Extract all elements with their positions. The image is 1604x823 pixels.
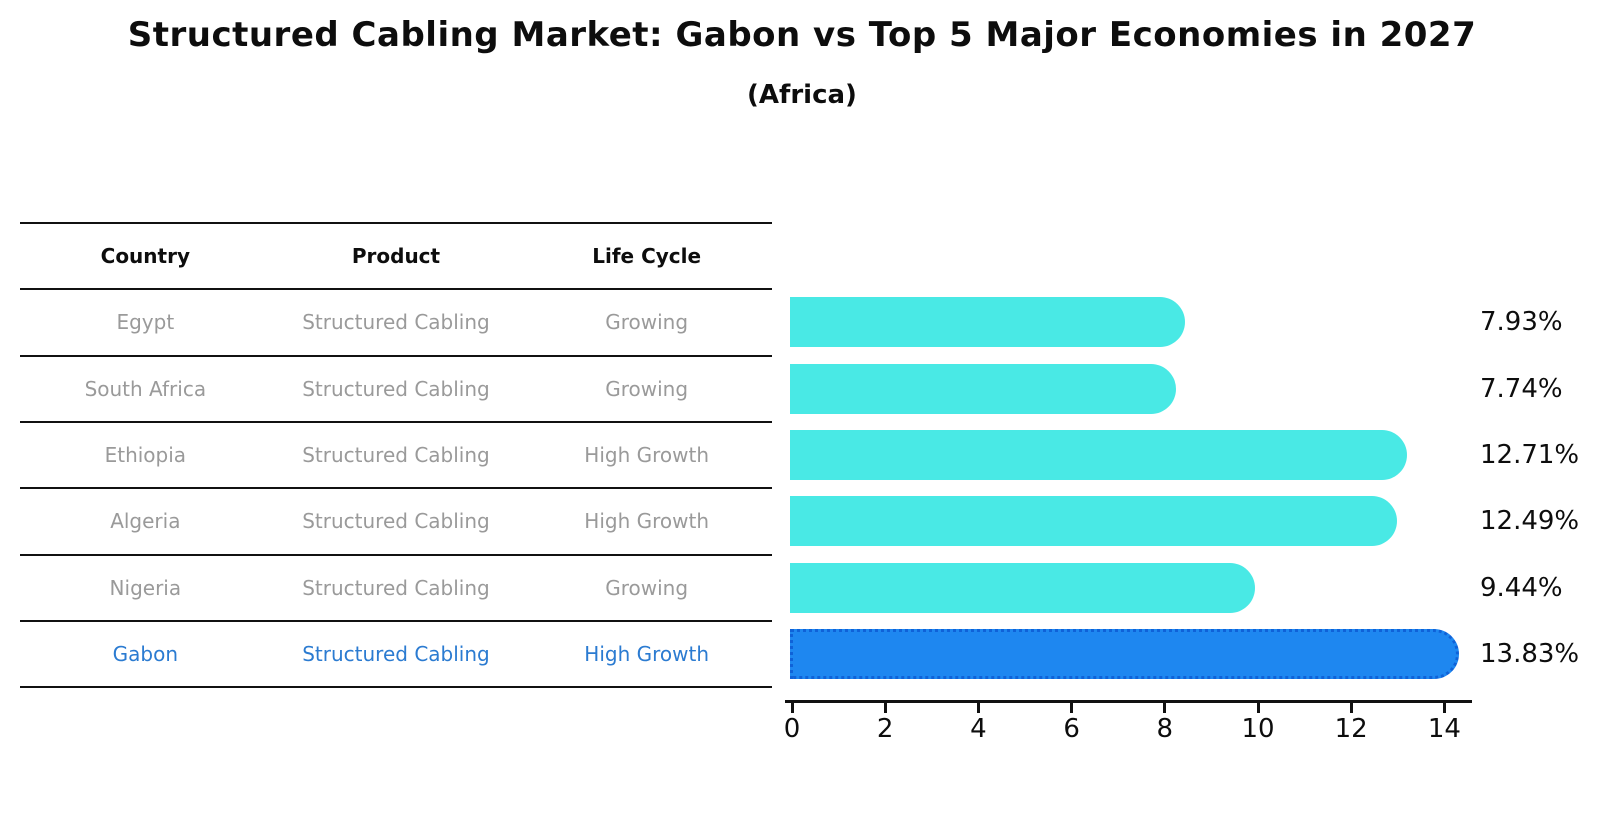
- table-row-line: [20, 354, 772, 357]
- bar-ethiopia: [790, 430, 1408, 481]
- x-axis-tick-label: 12: [1334, 714, 1368, 744]
- x-axis-tick: [1256, 703, 1260, 713]
- bar-value-label: 12.71%: [1480, 440, 1580, 471]
- x-axis-tick-label: 4: [970, 714, 987, 744]
- table-row-line: [20, 487, 772, 490]
- x-axis-line: [785, 700, 1472, 703]
- table-row-line: [20, 222, 772, 224]
- bar-value-label: 7.93%: [1480, 307, 1563, 338]
- x-axis-tick: [1070, 703, 1074, 713]
- table-cell-product: Structured Cabling: [302, 310, 490, 335]
- table-cell-product: Structured Cabling: [302, 509, 490, 534]
- bar-egypt: [790, 297, 1185, 348]
- bar-value-label: 13.83%: [1480, 638, 1580, 669]
- table-cell-country: South Africa: [84, 376, 207, 401]
- x-axis-tick: [976, 703, 980, 713]
- bar-highlight-gabon: [790, 628, 1460, 679]
- x-axis-tick: [1163, 703, 1167, 713]
- table-cell-product: Structured Cabling: [302, 376, 490, 401]
- x-axis-tick: [883, 703, 887, 713]
- table-row-line: [20, 420, 772, 423]
- table-cell-country: Nigeria: [109, 575, 182, 600]
- table-cell-life_cycle: Growing: [605, 310, 689, 335]
- table-row-line: [20, 619, 772, 622]
- bar-value-label: 9.44%: [1480, 572, 1563, 603]
- table-header-product: Product: [351, 244, 441, 269]
- table-cell-country: Egypt: [116, 310, 175, 335]
- table-row-line: [20, 553, 772, 556]
- bar-south-africa: [790, 363, 1176, 414]
- x-axis-tick: [1442, 703, 1446, 713]
- table-cell-life_cycle: High Growth: [584, 641, 710, 666]
- x-axis-tick: [790, 703, 794, 713]
- table-cell-country: Gabon: [112, 641, 179, 666]
- x-axis-tick-label: 8: [1156, 714, 1174, 744]
- table-cell-life_cycle: Growing: [605, 575, 689, 600]
- table-cell-product: Structured Cabling: [302, 575, 490, 600]
- x-axis-tick-label: 0: [783, 714, 801, 744]
- table-row-line: [20, 288, 772, 291]
- table-header-life-cycle: Life Cycle: [592, 244, 702, 269]
- bar-value-label: 7.74%: [1480, 373, 1563, 404]
- chart-subtitle: (Africa): [747, 80, 857, 110]
- x-axis-tick-label: 2: [876, 714, 894, 744]
- table-cell-life_cycle: High Growth: [584, 443, 710, 468]
- x-axis-tick-label: 6: [1063, 714, 1080, 744]
- x-axis-tick: [1349, 703, 1353, 713]
- table-header-country: Country: [100, 244, 190, 269]
- table-cell-life_cycle: Growing: [605, 376, 689, 401]
- x-axis-tick-label: 10: [1241, 714, 1275, 744]
- table-cell-country: Algeria: [110, 509, 181, 534]
- table-cell-product: Structured Cabling: [302, 641, 490, 666]
- bar-value-label: 12.49%: [1480, 506, 1580, 537]
- bar-nigeria: [790, 562, 1255, 613]
- table-cell-product: Structured Cabling: [302, 443, 490, 468]
- bar-algeria: [790, 496, 1398, 547]
- chart-title: Structured Cabling Market: Gabon vs Top …: [127, 15, 1477, 55]
- table-cell-country: Ethiopia: [104, 443, 187, 468]
- x-axis-tick-label: 14: [1427, 714, 1461, 744]
- table-row-line: [20, 686, 772, 689]
- table-cell-life_cycle: High Growth: [584, 509, 710, 534]
